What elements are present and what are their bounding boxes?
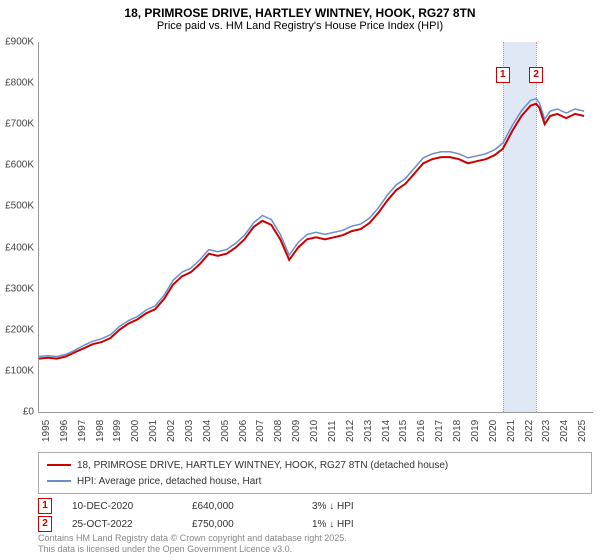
xtick-21: 2016 (416, 420, 427, 442)
tx-price-2: £750,000 (192, 519, 312, 530)
xtick-24: 2019 (470, 420, 481, 442)
xtick-16: 2011 (327, 420, 338, 442)
xtick-8: 2003 (184, 420, 195, 442)
footer-line2: This data is licensed under the Open Gov… (38, 544, 347, 556)
ytick-2: £200K (0, 324, 34, 335)
xtick-23: 2018 (452, 420, 463, 442)
legend-swatch-1 (47, 480, 71, 482)
xtick-9: 2004 (202, 420, 213, 442)
xtick-7: 2002 (166, 420, 177, 442)
legend-label-0: 18, PRIMROSE DRIVE, HARTLEY WINTNEY, HOO… (77, 460, 448, 471)
xtick-1: 1996 (59, 420, 70, 442)
ytick-1: £100K (0, 365, 34, 376)
xtick-26: 2021 (506, 420, 517, 442)
legend-swatch-0 (47, 464, 71, 466)
xtick-30: 2025 (577, 420, 588, 442)
xtick-29: 2024 (559, 420, 570, 442)
series-hpi (39, 99, 584, 357)
plot-marker-1: 1 (496, 67, 510, 83)
transaction-row-1: 1 10-DEC-2020 £640,000 3% ↓ HPI (38, 498, 592, 514)
plot-marker-2: 2 (529, 67, 543, 83)
tx-marker-1: 1 (38, 498, 52, 514)
chart-title-line2: Price paid vs. HM Land Registry's House … (0, 20, 600, 32)
xtick-25: 2020 (488, 420, 499, 442)
xtick-20: 2015 (398, 420, 409, 442)
ytick-5: £500K (0, 201, 34, 212)
chart-lines (39, 42, 593, 412)
legend-label-1: HPI: Average price, detached house, Hart (77, 476, 261, 487)
ytick-8: £800K (0, 78, 34, 89)
xtick-22: 2017 (434, 420, 445, 442)
transaction-row-2: 2 25-OCT-2022 £750,000 1% ↓ HPI (38, 516, 592, 532)
legend-row-0: 18, PRIMROSE DRIVE, HARTLEY WINTNEY, HOO… (47, 457, 583, 473)
xtick-27: 2022 (524, 420, 535, 442)
ytick-3: £300K (0, 283, 34, 294)
xtick-13: 2008 (273, 420, 284, 442)
tx-delta-1: 3% ↓ HPI (312, 501, 432, 512)
chart-title-line1: 18, PRIMROSE DRIVE, HARTLEY WINTNEY, HOO… (0, 0, 600, 20)
series-price-paid (39, 104, 584, 359)
xtick-15: 2010 (309, 420, 320, 442)
tx-price-1: £640,000 (192, 501, 312, 512)
xtick-10: 2005 (220, 420, 231, 442)
xtick-28: 2023 (541, 420, 552, 442)
xtick-12: 2007 (255, 420, 266, 442)
ytick-0: £0 (0, 407, 34, 418)
tx-date-2: 25-OCT-2022 (72, 519, 192, 530)
xtick-19: 2014 (381, 420, 392, 442)
xtick-18: 2013 (363, 420, 374, 442)
xtick-3: 1998 (95, 420, 106, 442)
ytick-4: £400K (0, 242, 34, 253)
xtick-11: 2006 (238, 420, 249, 442)
xtick-0: 1995 (41, 420, 52, 442)
chart-container: 18, PRIMROSE DRIVE, HARTLEY WINTNEY, HOO… (0, 0, 600, 560)
tx-marker-2: 2 (38, 516, 52, 532)
plot-area: 1 2 (38, 42, 593, 413)
legend-row-1: HPI: Average price, detached house, Hart (47, 473, 583, 489)
xtick-17: 2012 (345, 420, 356, 442)
xtick-4: 1999 (112, 420, 123, 442)
tx-date-1: 10-DEC-2020 (72, 501, 192, 512)
xtick-2: 1997 (77, 420, 88, 442)
footer-text: Contains HM Land Registry data © Crown c… (38, 533, 347, 556)
legend-box: 18, PRIMROSE DRIVE, HARTLEY WINTNEY, HOO… (38, 452, 592, 494)
xtick-14: 2009 (291, 420, 302, 442)
ytick-6: £600K (0, 160, 34, 171)
ytick-7: £700K (0, 119, 34, 130)
xtick-6: 2001 (148, 420, 159, 442)
footer-line1: Contains HM Land Registry data © Crown c… (38, 533, 347, 545)
ytick-9: £900K (0, 37, 34, 48)
xtick-5: 2000 (130, 420, 141, 442)
tx-delta-2: 1% ↓ HPI (312, 519, 432, 530)
